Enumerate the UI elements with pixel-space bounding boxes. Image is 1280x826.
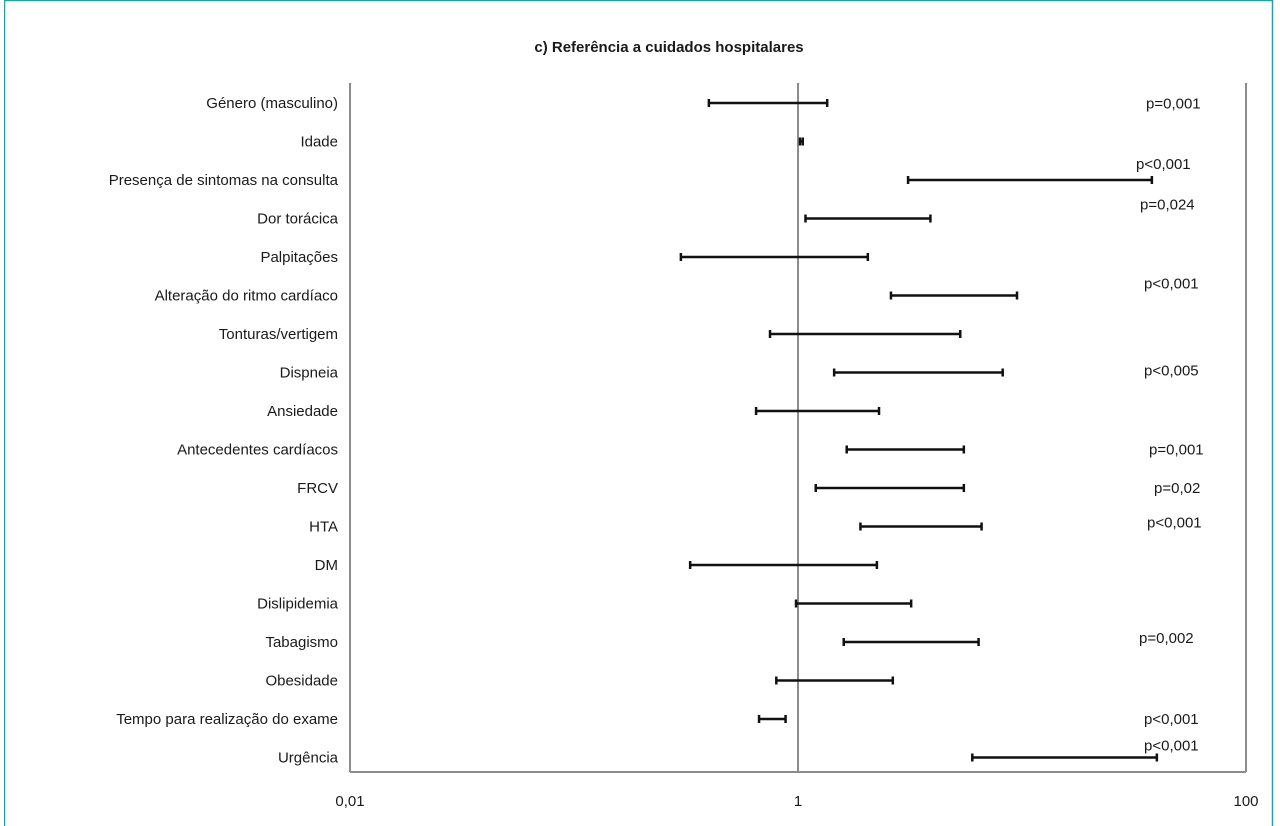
p-value-label: p<0,001 <box>1144 711 1199 728</box>
category-label: Urgência <box>278 750 339 767</box>
frame-border <box>4 0 1274 826</box>
p-value-label: p=0,001 <box>1146 96 1201 113</box>
category-label: Antecedentes cardíacos <box>177 442 338 459</box>
p-value-label: p<0,001 <box>1136 156 1191 173</box>
x-tick-label: 1 <box>794 793 802 810</box>
category-label: Palpitações <box>260 249 338 266</box>
x-tick-labels: 0,01 1 100 <box>335 793 1258 810</box>
p-value-label: p<0,001 <box>1144 738 1199 755</box>
category-label: Alteração do ritmo cardíaco <box>155 288 338 305</box>
chart-title: c) Referência a cuidados hospitalares <box>534 39 803 56</box>
p-value-label: p<0,001 <box>1147 515 1202 532</box>
category-label: Tonturas/vertigem <box>219 326 338 343</box>
forest-plot: c) Referência a cuidados hospitalares 0,… <box>4 0 1274 826</box>
p-value-label: p<0,005 <box>1144 363 1199 380</box>
category-label: Presença de sintomas na consulta <box>109 172 339 189</box>
category-label: Dislipidemia <box>257 596 339 613</box>
category-label: Dor torácica <box>257 211 339 228</box>
x-tick-label: 100 <box>1233 793 1258 810</box>
p-value-label: p=0,024 <box>1140 197 1195 214</box>
p-value-label: p=0,02 <box>1154 480 1200 497</box>
category-label: DM <box>315 557 338 574</box>
forest-rows: Género (masculino) Idade Presença de sinto… <box>109 95 1159 767</box>
category-label: Idade <box>300 134 338 151</box>
p-value-label: p=0,002 <box>1139 630 1194 647</box>
category-label: HTA <box>309 519 338 536</box>
category-label: Tabagismo <box>265 634 338 651</box>
p-value-label: p<0,001 <box>1144 276 1199 293</box>
category-label: FRCV <box>297 480 338 497</box>
category-label: Obesidade <box>265 673 338 690</box>
category-label: Tempo para realização do exame <box>116 711 338 728</box>
x-tick-label: 0,01 <box>335 793 364 810</box>
category-label: Género (masculino) <box>206 95 338 112</box>
category-label: Ansiedade <box>267 403 338 420</box>
p-value-label: p=0,001 <box>1149 442 1204 459</box>
p-value-labels: p=0,001 p<0,001 p=0,024 p<0,001 p<0,005 p=0,0… <box>1136 96 1204 755</box>
chart-frame: c) Referência a cuidados hospitalares 0,… <box>4 0 1274 826</box>
category-label: Dispneia <box>280 365 339 382</box>
